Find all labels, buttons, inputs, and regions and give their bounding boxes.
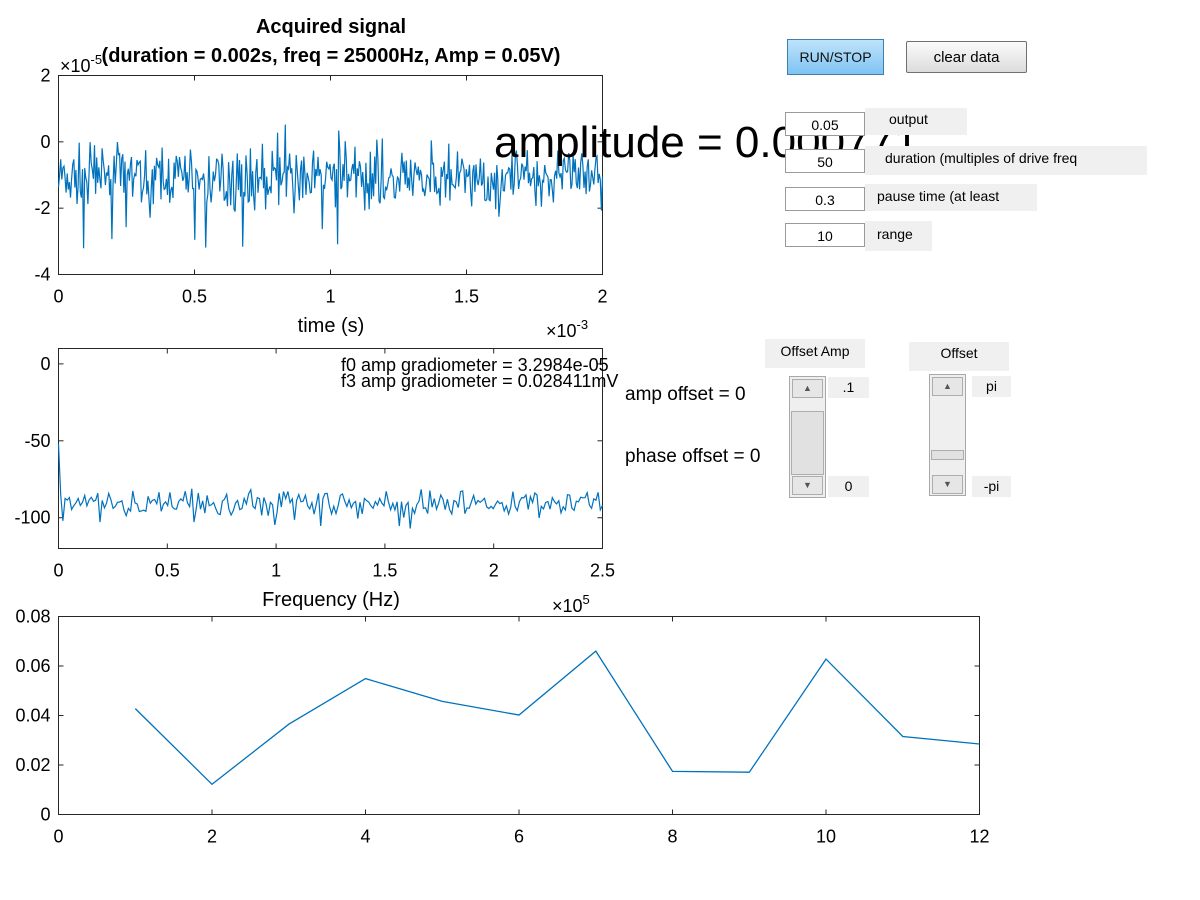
chart1-ytick-label: -2: [34, 198, 50, 218]
offset-amp-min-label: 0: [828, 476, 869, 497]
chart3-series-line: [134, 650, 980, 786]
chart3-xtick-label: 2: [207, 827, 217, 847]
chart2-annotation-f3: f3 amp gradiometer = 0.028411mV: [341, 371, 618, 391]
pause-time-label: pause time (at least: [865, 184, 1037, 211]
chart2-ytick-label: 0: [40, 354, 50, 374]
chart1-title: Acquired signal: [256, 16, 406, 38]
spectrum-chart: 0 0.5 1 1.5 2 2.5 -100 -50 0 f0 amp gradiometer …: [14, 348, 618, 615]
offset-phase-slider[interactable]: ▲ ▼: [929, 374, 966, 496]
chart3-ytick-label: 0.02: [15, 755, 50, 775]
chart1-series-line: [57, 124, 604, 249]
offset-phase-label: Offset: [909, 342, 1009, 371]
chart1-xtick-label: 2: [597, 287, 607, 307]
chart3-xtick-label: 4: [360, 827, 370, 847]
chart2-annotation-f0: f0 amp gradiometer = 3.2984e-05: [341, 355, 609, 375]
slider-up-arrow-icon[interactable]: ▲: [932, 377, 963, 396]
chart2-xtick-label: 2.5: [590, 561, 615, 581]
duration-label: duration (multiples of drive freq: [865, 146, 1147, 175]
chart2-xtick-label: 1: [271, 561, 281, 581]
range-field[interactable]: 10: [785, 223, 865, 247]
pause-time-field[interactable]: 0.3: [785, 187, 865, 211]
chart2-xtick-label: 0: [53, 561, 63, 581]
chart3-xtick-label: 8: [667, 827, 677, 847]
amp-offset-readout: amp offset = 0: [625, 384, 746, 405]
chart1-subtitle: (duration = 0.002s, freq = 25000Hz, Amp …: [102, 45, 561, 67]
output-label: output: [865, 108, 967, 135]
duration-field[interactable]: 50: [785, 149, 865, 173]
offset-amp-max-label: .1: [828, 377, 869, 398]
chart3-ytick-label: 0.04: [15, 706, 50, 726]
chart2-ytick-label: -50: [24, 431, 50, 451]
chart1-ytick-label: 0: [40, 132, 50, 152]
offset-phase-max-label: pi: [972, 376, 1011, 397]
chart3-ytick-label: 0.06: [15, 656, 50, 676]
chart2-ytick-label: -100: [14, 508, 50, 528]
output-field[interactable]: 0.05: [785, 112, 865, 136]
chart1-y-exponent: ×10-5: [60, 52, 102, 76]
chart3-xtick-label: 10: [816, 827, 836, 847]
phase-offset-readout: phase offset = 0: [625, 446, 761, 467]
offset-amp-slider[interactable]: ▲ ▼: [789, 376, 826, 498]
chart1-xtick-label: 1.5: [454, 287, 479, 307]
amplitude-history-chart: 0 2 4 6 8 10 12 0 0.02 0.04 0.06 0.08: [15, 607, 989, 847]
slider-down-arrow-icon[interactable]: ▼: [792, 476, 823, 495]
chart3-ytick-label: 0.08: [15, 607, 50, 627]
slider-down-arrow-icon[interactable]: ▼: [932, 475, 963, 494]
acquired-signal-chart: Acquired signal (duration = 0.002s, freq…: [34, 16, 607, 340]
chart1-xtick-label: 0: [53, 287, 63, 307]
slider-up-arrow-icon[interactable]: ▲: [792, 379, 823, 398]
chart2-xtick-label: 0.5: [155, 561, 180, 581]
chart1-xlabel: time (s): [298, 315, 365, 337]
chart2-series-line: [57, 443, 604, 529]
offset-phase-slider-thumb[interactable]: [931, 450, 964, 460]
offset-amp-slider-thumb[interactable]: [791, 411, 824, 475]
chart1-ytick-label: 2: [40, 66, 50, 86]
chart1-xtick-label: 0.5: [182, 287, 207, 307]
clear-data-button[interactable]: clear data: [906, 41, 1027, 73]
offset-amp-label: Offset Amp: [765, 339, 865, 368]
chart2-xtick-label: 1.5: [372, 561, 397, 581]
chart3-xtick-label: 0: [53, 827, 63, 847]
chart3-xtick-label: 12: [969, 827, 989, 847]
run-stop-button[interactable]: RUN/STOP: [787, 39, 884, 75]
chart2-x-exponent: ×105: [552, 592, 590, 615]
chart3-ytick-label: 0: [40, 805, 50, 825]
range-label: range: [865, 221, 932, 251]
chart1-x-exponent: ×10-3: [546, 317, 588, 340]
chart2-xtick-label: 2: [489, 561, 499, 581]
chart1-xtick-label: 1: [325, 287, 335, 307]
chart3-xtick-label: 6: [514, 827, 524, 847]
chart1-ytick-label: -4: [34, 265, 50, 285]
chart2-xlabel: Frequency (Hz): [262, 589, 400, 611]
offset-phase-min-label: -pi: [972, 476, 1011, 497]
